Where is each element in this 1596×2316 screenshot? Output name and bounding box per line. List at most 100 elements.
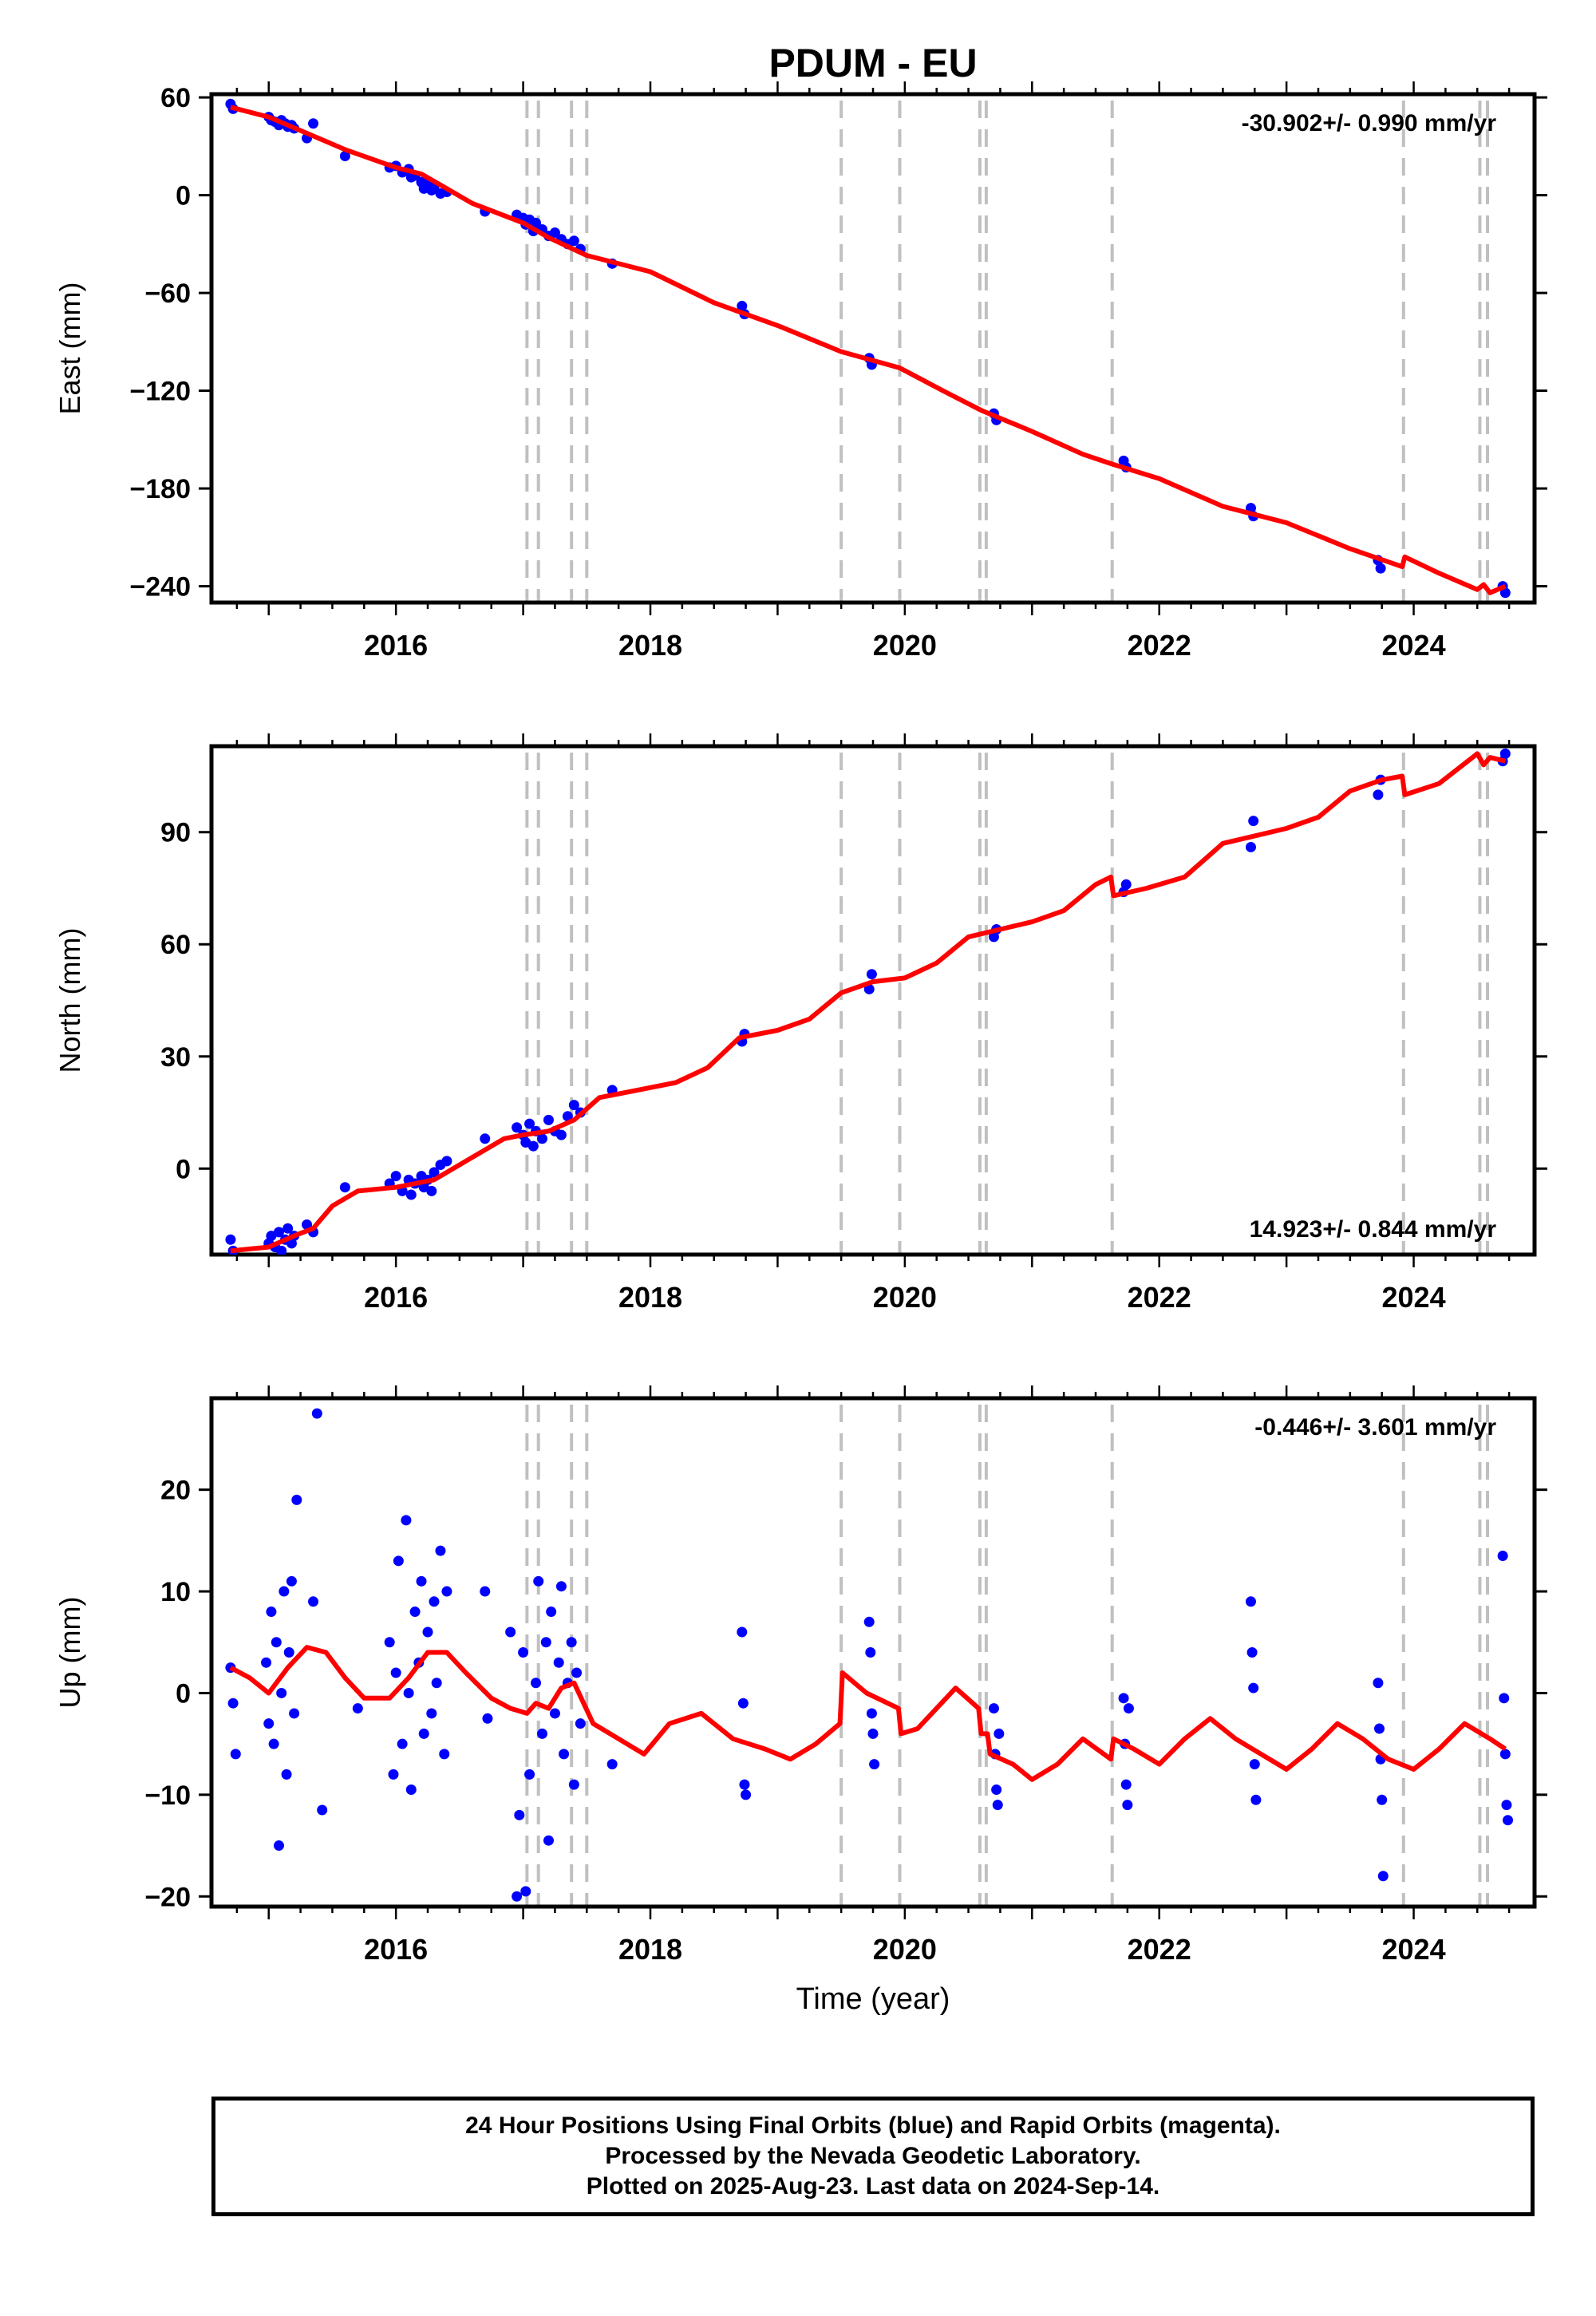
data-point-up (281, 1769, 292, 1780)
data-point-up (266, 1607, 277, 1618)
data-point-up (1374, 1723, 1385, 1734)
ytick-label-up: 0 (176, 1678, 191, 1709)
data-point-north (863, 983, 875, 994)
data-point-north (1499, 748, 1511, 759)
data-point-up (426, 1708, 437, 1719)
data-point-up (512, 1891, 523, 1902)
data-point-east (308, 118, 319, 129)
xtick-label-north: 2018 (618, 1281, 682, 1314)
ytick-label-east: −240 (129, 572, 191, 603)
data-point-up (540, 1637, 551, 1648)
xtick-label-up: 2018 (618, 1933, 682, 1966)
data-point-up (553, 1657, 564, 1668)
ytick-label-north: 60 (160, 930, 191, 960)
data-point-north (562, 1111, 573, 1122)
data-point-up (352, 1703, 363, 1714)
points-north (225, 748, 1511, 1255)
data-point-up (1120, 1779, 1132, 1790)
data-point-up (549, 1708, 560, 1719)
footer-line-1: 24 Hour Positions Using Final Orbits (bl… (465, 2112, 1281, 2139)
xtick-label-east: 2024 (1382, 629, 1446, 662)
data-point-up (520, 1886, 531, 1897)
ytick-label-east: 60 (160, 83, 191, 113)
xtick-label-east: 2018 (618, 629, 682, 662)
ytick-label-north: 90 (160, 818, 191, 848)
data-point-up (575, 1718, 586, 1729)
data-point-up (568, 1779, 579, 1790)
data-point-north (527, 1140, 539, 1152)
data-point-up (480, 1586, 491, 1597)
data-point-up (291, 1494, 302, 1505)
data-point-up (1499, 1693, 1510, 1704)
data-point-east (737, 300, 748, 311)
data-point-up (1245, 1596, 1256, 1607)
data-point-up (994, 1728, 1005, 1739)
data-point-east (531, 217, 542, 228)
xtick-label-up: 2016 (364, 1933, 428, 1966)
data-point-up (546, 1607, 557, 1618)
ytick-label-up: −10 (144, 1780, 191, 1811)
data-point-east (1375, 563, 1386, 574)
panel-east: 60 0 −60 −120 −180 −240 2016 2018 2020 2022 2024 Ea… (53, 81, 1547, 662)
data-point-north (1120, 879, 1132, 890)
data-point-up (403, 1687, 414, 1698)
data-point-up (518, 1647, 529, 1658)
data-point-up (737, 1697, 749, 1709)
data-point-north (480, 1133, 491, 1144)
xtick-label-up: 2024 (1382, 1933, 1446, 1966)
data-point-up (1377, 1871, 1389, 1882)
ytick-label-east: −60 (144, 279, 191, 309)
ylabel-up: Up (mm) (53, 1597, 86, 1709)
ytick-label-north: 0 (176, 1154, 191, 1184)
data-point-up (865, 1647, 876, 1658)
data-point-up (405, 1784, 417, 1795)
data-point-north (302, 1219, 313, 1231)
xtick-label-east: 2020 (873, 629, 937, 662)
data-point-up (1118, 1693, 1129, 1704)
data-point-north (537, 1133, 547, 1144)
xtick-label-north: 2022 (1128, 1281, 1191, 1314)
data-point-up (441, 1586, 452, 1597)
data-point-east (339, 151, 350, 162)
data-point-north (512, 1122, 523, 1133)
data-point-up (1497, 1550, 1508, 1561)
data-point-up (1249, 1759, 1260, 1770)
data-point-up (1377, 1794, 1388, 1805)
data-point-east (549, 227, 560, 239)
data-point-up (988, 1703, 999, 1714)
data-point-up (271, 1637, 282, 1648)
xtick-label-north: 2020 (873, 1281, 937, 1314)
data-point-north (390, 1171, 401, 1182)
ytick-label-up: 20 (160, 1476, 191, 1506)
data-point-north (1245, 841, 1256, 852)
data-point-up (571, 1667, 583, 1678)
footer-box: 24 Hour Positions Using Final Orbits (bl… (211, 2097, 1535, 2216)
data-point-up (276, 1687, 287, 1698)
data-point-up (268, 1738, 279, 1749)
data-point-east (1499, 587, 1511, 599)
data-point-up (286, 1575, 297, 1587)
data-point-up (566, 1637, 577, 1648)
data-point-up (737, 1626, 748, 1638)
panel-north: 90 60 30 0 2016 2018 2020 2022 2024 North (mm) 14.… (53, 733, 1547, 1314)
data-point-up (388, 1769, 399, 1780)
data-point-up (867, 1728, 879, 1739)
ylabel-east: East (mm) (53, 283, 86, 415)
data-point-up (991, 1784, 1002, 1795)
footer-line-2: Processed by the Nevada Geodetic Laborat… (605, 2143, 1141, 2169)
data-point-up (537, 1728, 547, 1739)
data-point-north (441, 1156, 452, 1167)
points-up (225, 1408, 1514, 1902)
xtick-label-north: 2016 (364, 1281, 428, 1314)
data-point-up (739, 1779, 750, 1790)
rate-label-up: -0.446+/- 3.601 mm/yr (1254, 1414, 1496, 1441)
xtick-label-up: 2022 (1128, 1933, 1191, 1966)
data-point-up (555, 1581, 567, 1592)
footer-line-3: Plotted on 2025-Aug-23. Last data on 202… (586, 2173, 1160, 2199)
data-point-north (282, 1223, 294, 1234)
data-point-north (866, 969, 877, 980)
data-point-up (261, 1657, 272, 1668)
data-point-north (543, 1114, 554, 1125)
data-point-up (431, 1678, 442, 1689)
data-point-up (533, 1575, 544, 1587)
